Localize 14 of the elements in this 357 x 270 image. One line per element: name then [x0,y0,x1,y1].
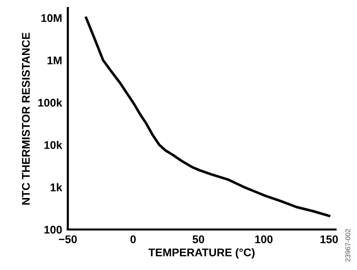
x-axis-title: TEMPERATURE (°C) [148,248,255,259]
x-tick-label: 0 [130,235,136,244]
x-tick-label: 100 [255,235,273,244]
x-tick-label: −50 [58,235,77,244]
y-tick-label: 1M [48,56,62,64]
y-tick-label: 10M [41,14,62,22]
y-tick-label: 100 [44,226,62,234]
y-tick-label: 10k [44,140,62,149]
x-tick-label: 50 [192,235,204,244]
line-series [84,16,330,218]
y-tick-label: 1k [50,183,62,192]
x-tick-label: 150 [320,235,338,244]
y-axis-title: NTC THERMISTOR RESISTANCE [22,32,30,205]
y-tick-label: 100k [38,98,62,107]
